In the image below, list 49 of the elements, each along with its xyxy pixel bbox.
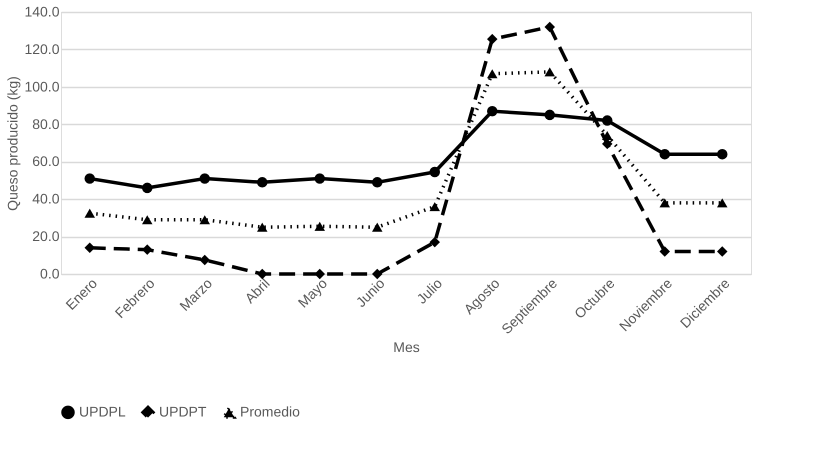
point	[544, 67, 555, 76]
x-tick-label: Julio	[413, 274, 446, 307]
point	[200, 215, 210, 224]
point	[314, 268, 325, 280]
legend-label: UPDPT	[159, 403, 207, 420]
point	[142, 215, 152, 224]
point	[200, 173, 210, 184]
y-tick-label: 80.0	[32, 116, 60, 132]
point	[487, 69, 498, 78]
y-tick-label: 140.0	[24, 4, 60, 20]
point	[602, 115, 612, 126]
y-tick-label: 0.0	[40, 266, 60, 282]
point	[372, 222, 382, 232]
y-tick-label: 100.0	[24, 78, 60, 94]
point	[142, 182, 152, 194]
point	[544, 110, 555, 120]
point	[314, 222, 325, 231]
y-axis-title: Queso producido (kg)	[4, 76, 20, 211]
y-tick-label: 60.0	[32, 153, 60, 170]
point	[717, 246, 728, 257]
point	[430, 202, 440, 212]
point	[372, 177, 382, 188]
point	[487, 106, 498, 116]
point	[602, 130, 612, 140]
y-tick-label: 20.0	[32, 228, 60, 244]
point	[372, 268, 382, 280]
point	[717, 148, 728, 160]
point	[200, 254, 210, 266]
y-tick-label: 40.0	[32, 190, 60, 207]
point	[142, 244, 152, 255]
point	[660, 246, 670, 257]
point	[660, 148, 670, 160]
y-tick-label: 120.0	[24, 40, 60, 57]
point	[660, 198, 670, 208]
legend-label: Promedio	[240, 404, 300, 420]
point	[544, 22, 555, 32]
point	[314, 173, 325, 184]
point	[84, 173, 95, 184]
point	[84, 242, 95, 254]
point	[257, 177, 268, 188]
x-axis-title: Mes	[393, 339, 420, 356]
point	[84, 208, 95, 218]
point	[602, 138, 612, 150]
point	[717, 198, 728, 208]
point	[430, 236, 440, 248]
point	[430, 166, 440, 178]
legend-label: UPDPL	[79, 403, 126, 420]
point	[257, 222, 268, 232]
point	[487, 34, 498, 44]
